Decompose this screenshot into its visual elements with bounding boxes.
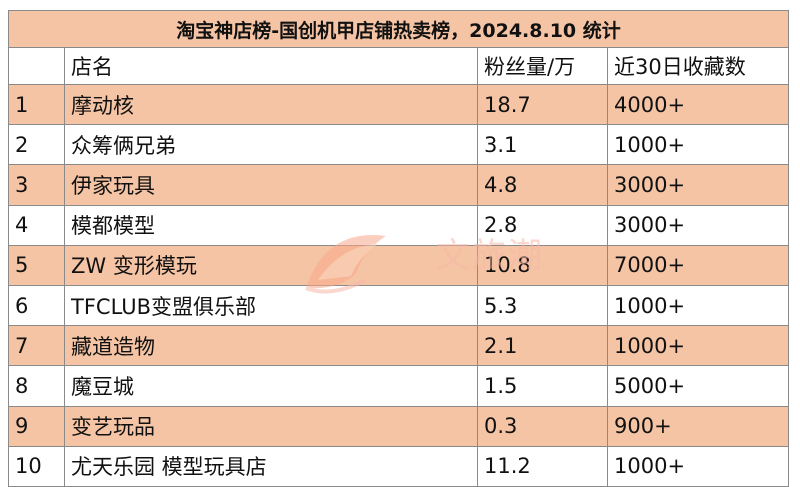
cell-rank: 4 xyxy=(8,204,65,246)
cell-favorites: 1000+ xyxy=(606,445,790,487)
cell-store-name: 魔豆城 xyxy=(64,365,478,407)
cell-store-name: 摩动核 xyxy=(64,83,478,126)
cell-fans: 18.7 xyxy=(477,83,608,126)
cell-rank: 2 xyxy=(8,124,65,166)
cell-fans: 5.3 xyxy=(477,284,608,327)
table-row: 7 藏道造物 2.1 1000+ xyxy=(8,325,790,367)
column-header-rank xyxy=(8,47,65,85)
cell-store-name: 众筹俩兄弟 xyxy=(64,124,478,166)
cell-fans: 4.8 xyxy=(477,164,608,206)
cell-rank: 1 xyxy=(8,83,65,126)
table-row: 2 众筹俩兄弟 3.1 1000+ xyxy=(8,124,790,166)
cell-rank: 6 xyxy=(8,284,65,327)
cell-favorites: 5000+ xyxy=(606,365,790,407)
cell-rank: 7 xyxy=(8,325,65,367)
cell-rank: 9 xyxy=(8,405,65,447)
cell-favorites: 900+ xyxy=(606,405,790,447)
cell-store-name: 伊家玩具 xyxy=(64,164,478,206)
cell-rank: 3 xyxy=(8,164,65,206)
table-row: 6 TFCLUB变盟俱乐部 5.3 1000+ xyxy=(8,284,790,327)
column-header-row: 店名 粉丝量/万 近30日收藏数 xyxy=(8,47,790,85)
table-body: 店名 粉丝量/万 近30日收藏数 1 摩动核 18.7 4000+ 2 众筹俩兄弟 3.1 1… xyxy=(8,47,790,487)
cell-favorites: 4000+ xyxy=(606,83,790,126)
table-title: 淘宝神店榜-国创机甲店铺热卖榜，2024.8.10 统计 xyxy=(7,10,790,48)
cell-rank: 10 xyxy=(8,445,65,487)
cell-store-name: TFCLUB变盟俱乐部 xyxy=(64,284,478,327)
cell-fans: 0.3 xyxy=(477,405,608,447)
cell-favorites: 1000+ xyxy=(606,124,790,166)
table-row: 4 模都模型 2.8 3000+ xyxy=(8,204,790,246)
cell-rank: 5 xyxy=(8,244,65,286)
table-row: 8 魔豆城 1.5 5000+ xyxy=(8,365,790,407)
table-row: 10 尤天乐园 模型玩具店 11.2 1000+ xyxy=(8,445,790,487)
table-row: 3 伊家玩具 4.8 3000+ xyxy=(8,164,790,206)
cell-favorites: 3000+ xyxy=(606,204,790,246)
table-row: 1 摩动核 18.7 4000+ xyxy=(8,83,790,126)
cell-fans: 10.8 xyxy=(477,244,608,286)
cell-fans: 1.5 xyxy=(477,365,608,407)
table-row: 9 变艺玩品 0.3 900+ xyxy=(8,405,790,447)
cell-favorites: 7000+ xyxy=(606,244,790,286)
cell-store-name: ZW 变形模玩 xyxy=(64,244,478,286)
cell-favorites: 1000+ xyxy=(606,325,790,367)
cell-fans: 11.2 xyxy=(477,445,608,487)
cell-fans: 2.8 xyxy=(477,204,608,246)
cell-store-name: 尤天乐园 模型玩具店 xyxy=(64,445,478,487)
column-header-name: 店名 xyxy=(64,47,478,85)
cell-fans: 3.1 xyxy=(477,124,608,166)
ranking-table: 淘宝神店榜-国创机甲店铺热卖榜，2024.8.10 统计 店名 粉丝量/万 近3… xyxy=(7,10,790,487)
cell-rank: 8 xyxy=(8,365,65,407)
column-header-fans: 粉丝量/万 xyxy=(477,47,608,85)
cell-store-name: 变艺玩品 xyxy=(64,405,478,447)
cell-store-name: 藏道造物 xyxy=(64,325,478,367)
column-header-favorites: 近30日收藏数 xyxy=(606,47,790,85)
ranking-sheet: 淘宝神店榜-国创机甲店铺热卖榜，2024.8.10 统计 店名 粉丝量/万 近3… xyxy=(7,10,790,487)
table-row: 5 ZW 变形模玩 10.8 7000+ xyxy=(8,244,790,286)
cell-fans: 2.1 xyxy=(477,325,608,367)
cell-favorites: 1000+ xyxy=(606,284,790,327)
cell-favorites: 3000+ xyxy=(606,164,790,206)
cell-store-name: 模都模型 xyxy=(64,204,478,246)
